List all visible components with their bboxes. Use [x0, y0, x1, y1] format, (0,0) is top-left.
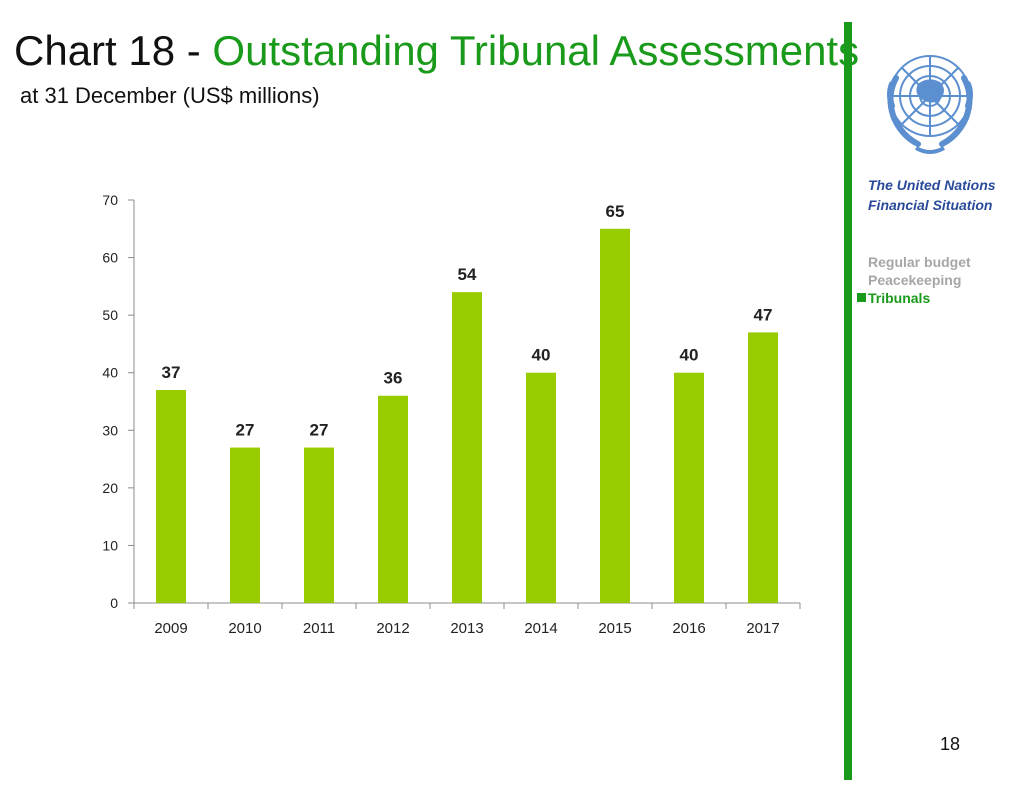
x-tick-label: 2016: [672, 620, 705, 637]
nav-item-regular-budget[interactable]: Regular budget: [868, 254, 971, 270]
data-label-2014: 40: [532, 346, 551, 365]
bar-2015: [600, 228, 630, 604]
data-label-2010: 27: [236, 421, 255, 440]
data-label-2013: 54: [458, 265, 477, 284]
y-tick-label: 60: [102, 250, 118, 266]
y-tick-label: 30: [102, 422, 118, 438]
x-tick-label: 2009: [154, 620, 187, 637]
data-label-2009: 37: [162, 363, 181, 382]
vertical-divider: [844, 22, 852, 780]
x-tick-label: 2017: [746, 620, 779, 637]
data-label-2016: 40: [680, 346, 699, 365]
x-tick-label: 2013: [450, 620, 483, 637]
data-label-2015: 65: [606, 202, 625, 221]
page-title: Chart 18 - Outstanding Tribunal Assessme…: [14, 26, 859, 76]
bar-2013: [452, 292, 482, 603]
bar-2014: [526, 372, 556, 603]
y-tick-label: 50: [102, 307, 118, 323]
nav-item-peacekeeping[interactable]: Peacekeeping: [868, 272, 962, 288]
nav-item-tribunals[interactable]: Tribunals: [857, 289, 1018, 307]
bar-2017: [748, 332, 778, 603]
y-tick-label: 20: [102, 480, 118, 496]
x-tick-label: 2012: [376, 620, 409, 637]
page-number: 18: [939, 734, 961, 754]
x-tick-label: 2011: [303, 620, 335, 637]
bar-2016: [674, 372, 704, 603]
un-emblem-icon: [887, 55, 973, 154]
bar-2012: [378, 395, 408, 603]
x-tick-label: 2010: [228, 620, 261, 637]
bar-2011: [304, 447, 334, 603]
data-label-2011: 27: [310, 421, 329, 440]
y-tick-label: 70: [102, 192, 118, 208]
x-tick-label: 2015: [598, 620, 631, 637]
section-nav: Regular budget Peacekeeping Tribunals: [857, 253, 1018, 307]
y-tick-label: 10: [102, 537, 118, 553]
data-label-2012: 36: [384, 369, 403, 388]
bar-2009: [156, 389, 186, 603]
x-tick-label: 2014: [524, 620, 557, 637]
publication-title: The United Nations Financial Situation: [868, 177, 996, 213]
bar-2010: [230, 447, 260, 603]
title-prefix: Chart 18 -: [14, 27, 213, 74]
title-accent: Outstanding Tribunal Assessments: [212, 27, 860, 74]
y-tick-label: 40: [102, 365, 118, 381]
data-label-2017: 47: [754, 305, 773, 324]
bar-chart: 0 10 20 30 40 50 60 70 2009 37 2010 27 2011 27 2012 36 2…: [102, 192, 801, 637]
page-subtitle: at 31 December (US$ millions): [20, 83, 320, 108]
y-tick-label: 0: [110, 595, 118, 611]
